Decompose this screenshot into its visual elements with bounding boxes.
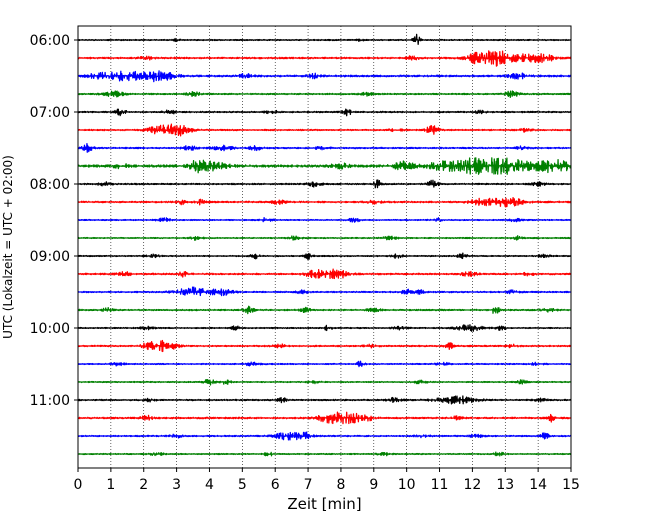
x-axis-label: Zeit [min]: [287, 495, 361, 513]
x-tick-label: 3: [172, 477, 181, 493]
x-tick-label: 6: [271, 477, 280, 493]
trace-0830: [77, 217, 572, 223]
trace-0630: [77, 70, 572, 83]
seismogram-traces: [77, 33, 572, 457]
trace-1045: [77, 378, 572, 386]
trace-1100: [77, 395, 572, 405]
trace-0700: [77, 108, 572, 117]
y-tick-label: 07:00: [30, 105, 70, 121]
trace-0600: [77, 33, 572, 46]
trace-0930: [77, 286, 572, 297]
x-tick-label: 9: [369, 477, 378, 493]
trace-0815: [77, 196, 572, 208]
y-axis-label: UTC (Lokalzeit = UTC + 02:00): [1, 155, 15, 339]
trace-1000: [77, 324, 572, 332]
trace-1030: [77, 360, 572, 368]
y-tick-label: 09:00: [30, 249, 70, 265]
trace-0915: [77, 268, 572, 280]
x-axis-ticks: 0 1 2 3 4 5 6 7 8 9 10 11 12 13 14 15: [74, 468, 580, 493]
trace-0845: [77, 235, 572, 241]
x-tick-label: 15: [562, 477, 580, 493]
x-tick-label: 12: [463, 477, 481, 493]
x-tick-label: 7: [304, 477, 313, 493]
trace-1145: [77, 451, 572, 457]
y-tick-label: 11:00: [30, 393, 70, 409]
x-tick-label: 5: [238, 477, 247, 493]
y-tick-label: 10:00: [30, 321, 70, 337]
trace-0730: [77, 142, 572, 153]
x-tick-label: 0: [74, 477, 83, 493]
plot-frame: [77, 25, 572, 469]
x-tick-label: 10: [398, 477, 416, 493]
trace-0800: [77, 179, 572, 189]
x-tick-label: 8: [336, 477, 345, 493]
trace-1015: [77, 339, 572, 353]
trace-0900: [77, 252, 572, 261]
x-tick-label: 14: [529, 477, 547, 493]
x-tick-label: 1: [106, 477, 115, 493]
trace-0945: [77, 305, 572, 315]
trace-0745: [77, 157, 572, 175]
y-tick-label: 08:00: [30, 177, 70, 193]
trace-1115: [77, 411, 572, 425]
y-tick-label: 06:00: [30, 33, 70, 49]
x-tick-label: 13: [496, 477, 514, 493]
trace-0615: [77, 50, 572, 67]
trace-0715: [77, 123, 572, 137]
y-axis-ticks: 06:00 07:00 08:00 09:00 10:00 11:00: [30, 33, 78, 409]
x-tick-label: 2: [139, 477, 148, 493]
trace-1130: [77, 431, 572, 441]
x-tick-label: 4: [205, 477, 214, 493]
trace-0645: [77, 90, 572, 98]
x-tick-label: 11: [431, 477, 449, 493]
